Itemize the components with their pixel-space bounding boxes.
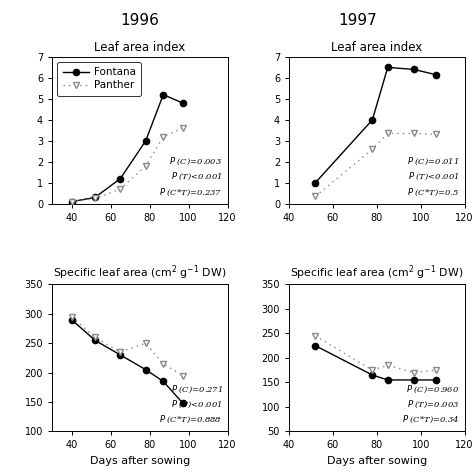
Text: Specific leaf area (cm$^2$ g$^{-1}$ DW): Specific leaf area (cm$^2$ g$^{-1}$ DW)	[290, 264, 464, 282]
X-axis label: Days after sowing: Days after sowing	[327, 456, 427, 466]
Text: 1996: 1996	[120, 13, 159, 28]
Text: $P$ (C)=0.011
$P$ (T)<0.001
$P$ (C*T)=0.5: $P$ (C)=0.011 $P$ (T)<0.001 $P$ (C*T)=0.…	[407, 155, 459, 198]
X-axis label: Days after sowing: Days after sowing	[90, 456, 190, 466]
Text: $P$ (C)=0.003
$P$ (T)<0.001
$P$ (C*T)=0.237: $P$ (C)=0.003 $P$ (T)<0.001 $P$ (C*T)=0.…	[159, 155, 222, 198]
Title: Leaf area index: Leaf area index	[94, 41, 185, 55]
Text: 1997: 1997	[338, 13, 377, 28]
Legend: Fontana, Panther: Fontana, Panther	[57, 62, 141, 96]
Text: $P$ (C)=0.271
$P$ (T)<0.001
$P$ (C*T)=0.888: $P$ (C)=0.271 $P$ (T)<0.001 $P$ (C*T)=0.…	[159, 383, 222, 426]
Text: Specific leaf area (cm$^2$ g$^{-1}$ DW): Specific leaf area (cm$^2$ g$^{-1}$ DW)	[53, 264, 227, 282]
Text: $P$ (C)=0.960
$P$ (T)=0.003
$P$ (C*T)=0.34: $P$ (C)=0.960 $P$ (T)=0.003 $P$ (C*T)=0.…	[402, 383, 459, 426]
Title: Leaf area index: Leaf area index	[331, 41, 422, 55]
